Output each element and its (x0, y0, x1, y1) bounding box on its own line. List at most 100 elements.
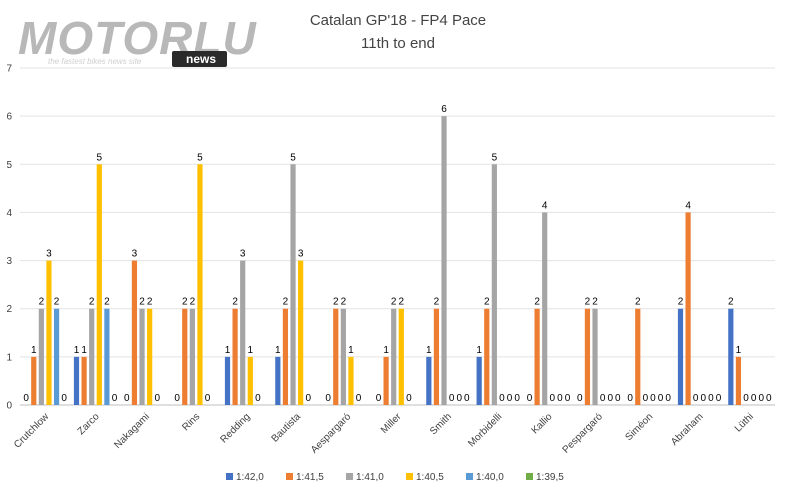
x-tick-label: Siméon (624, 411, 656, 443)
bar (592, 308, 598, 405)
data-label: 0 (356, 393, 362, 404)
data-label: 0 (701, 393, 707, 404)
data-label: 5 (492, 152, 498, 163)
data-label: 0 (23, 393, 29, 404)
bar (131, 260, 138, 405)
data-label: 2 (391, 297, 397, 308)
legend-label: 1:41,5 (296, 472, 324, 483)
bar (282, 308, 289, 405)
data-label: 5 (197, 152, 203, 163)
data-label: 2 (232, 297, 238, 308)
bar (197, 164, 203, 405)
bar (139, 308, 145, 405)
y-tick-label: 5 (6, 160, 12, 171)
data-label: 0 (751, 393, 757, 404)
gridlines (20, 67, 775, 406)
data-label: 0 (693, 393, 699, 404)
bar (685, 212, 691, 405)
bar (46, 260, 52, 405)
data-label: 0 (325, 393, 331, 404)
bar (240, 260, 246, 405)
data-label: 0 (643, 393, 649, 404)
bar (391, 308, 397, 405)
x-tick-label: Abraham (669, 411, 705, 447)
bar (31, 356, 37, 405)
chart-subtitle: 11th to end (361, 35, 435, 52)
x-tick-label: Nakagami (112, 411, 152, 451)
data-label: 4 (685, 200, 691, 211)
y-tick-label: 0 (6, 401, 12, 412)
data-label: 2 (190, 297, 196, 308)
bar (340, 308, 346, 405)
bar (96, 164, 102, 405)
bar (38, 308, 44, 405)
bar (635, 308, 641, 405)
x-tick-label: Pespargaró (561, 411, 606, 456)
data-label: 1 (426, 345, 432, 356)
legend-swatch (286, 473, 293, 480)
bar (677, 308, 684, 405)
data-label: 0 (565, 393, 571, 404)
bar (290, 164, 296, 405)
data-label: 1 (736, 345, 742, 356)
x-tick-label: Redding (218, 411, 252, 445)
data-label: 0 (449, 393, 455, 404)
data-label: 3 (132, 249, 138, 260)
x-tick-label: Bautista (270, 411, 304, 445)
bar (104, 308, 110, 405)
data-label: 0 (61, 393, 67, 404)
data-label: 0 (743, 393, 749, 404)
data-label: 2 (678, 297, 684, 308)
bar (441, 116, 447, 406)
legend-label: 1:40,0 (476, 472, 504, 483)
bar (348, 356, 354, 405)
legend-label: 1:42,0 (236, 472, 264, 483)
y-tick-label: 3 (6, 256, 12, 267)
data-label: 2 (341, 297, 347, 308)
data-label: 2 (484, 297, 490, 308)
bar (333, 308, 339, 405)
bar (728, 308, 734, 405)
data-label: 2 (89, 297, 95, 308)
bar (426, 356, 432, 405)
data-label: 5 (290, 152, 296, 163)
y-axis: 0 1 2 3 4 5 6 7 (6, 64, 12, 412)
data-label: 5 (97, 152, 103, 163)
legend-label: 1:40,5 (416, 472, 444, 483)
x-tick-label: Kallio (530, 411, 555, 436)
data-label: 0 (174, 393, 180, 404)
data-label: 0 (627, 393, 633, 404)
data-label: 3 (46, 249, 52, 260)
x-tick-label: Morbidelli (466, 411, 504, 449)
data-label: 2 (592, 297, 598, 308)
data-label: 0 (665, 393, 671, 404)
data-label: 0 (550, 393, 556, 404)
x-tick-label: Lüthi (733, 411, 756, 434)
y-tick-label: 4 (6, 208, 12, 219)
data-label: 1 (225, 345, 231, 356)
y-tick-label: 6 (6, 112, 12, 123)
y-tick-label: 7 (6, 64, 12, 75)
legend-swatch (526, 473, 533, 480)
data-label: 0 (708, 393, 714, 404)
data-label: 1 (383, 345, 389, 356)
data-label: 1 (275, 345, 281, 356)
data-label: 0 (557, 393, 563, 404)
data-label: 1 (81, 345, 87, 356)
data-label: 0 (112, 393, 118, 404)
data-label: 0 (577, 393, 583, 404)
x-tick-label: Aespargaró (309, 411, 354, 456)
bar (484, 308, 490, 405)
logo: MOTORLU the fastest bikes news site news (18, 12, 256, 67)
data-label: 0 (464, 393, 470, 404)
data-label: 1 (348, 345, 354, 356)
legend-swatch (466, 473, 473, 480)
data-label: 0 (600, 393, 606, 404)
data-label: 0 (456, 393, 462, 404)
bar (224, 356, 231, 405)
data-label: 2 (182, 297, 188, 308)
bar (398, 308, 404, 405)
data-label: 2 (585, 297, 591, 308)
